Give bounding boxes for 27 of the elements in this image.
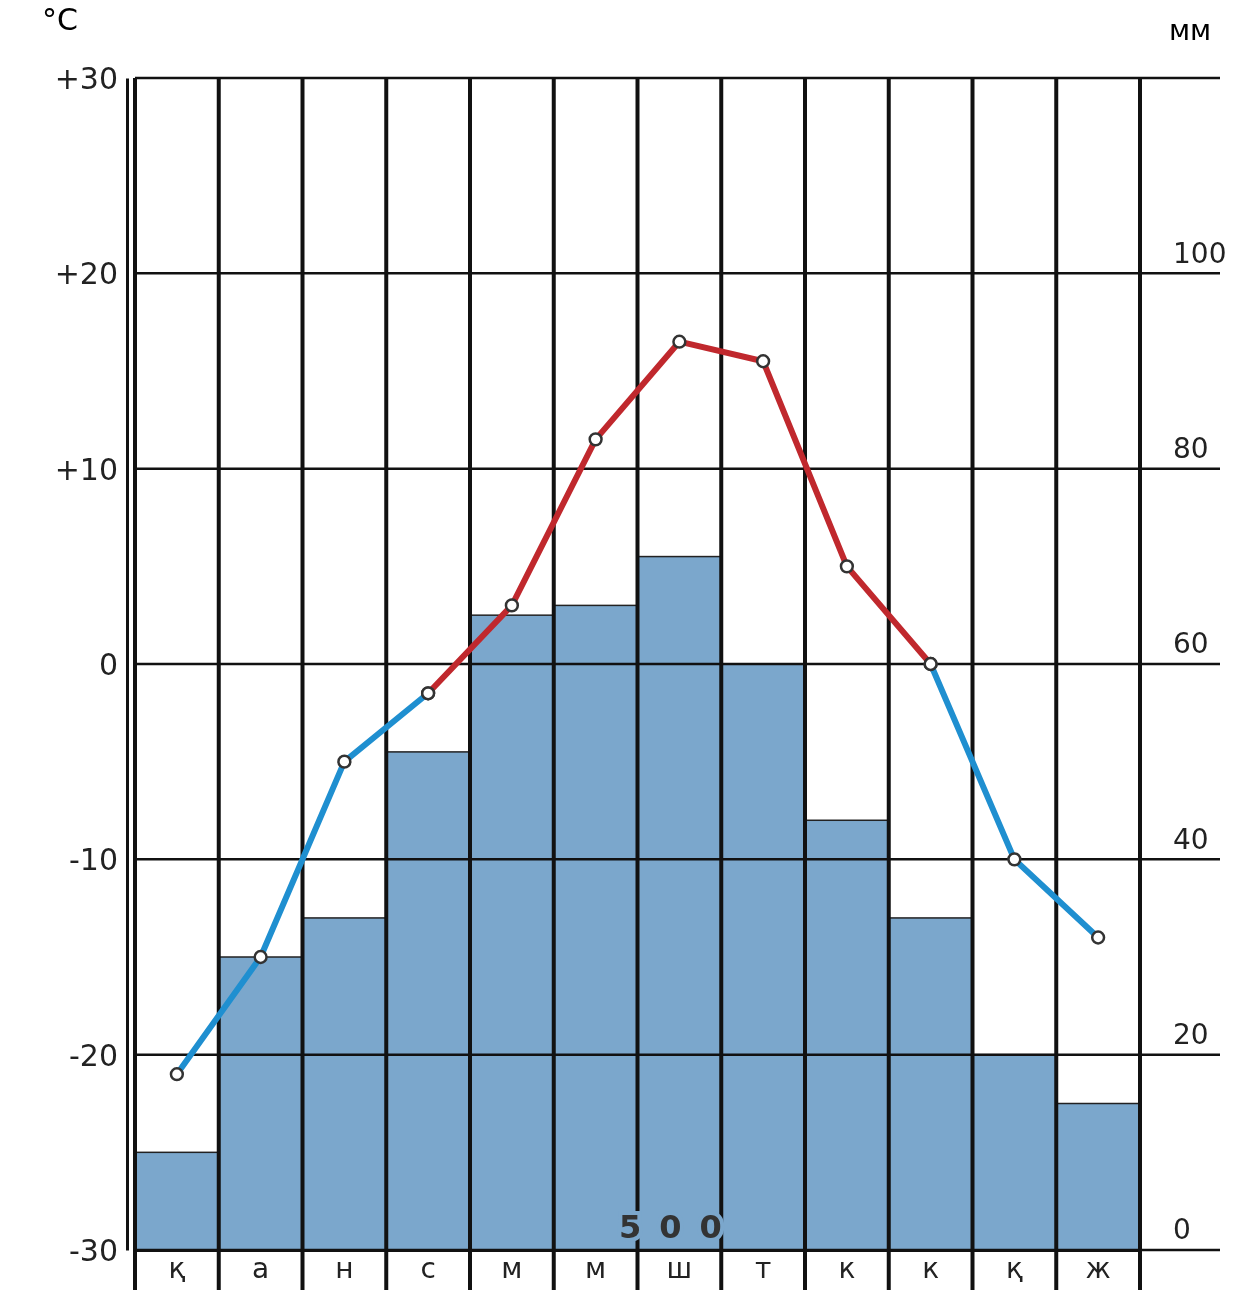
x-tick-label: м	[585, 1252, 607, 1286]
x-tick-label: н	[335, 1252, 354, 1286]
y-tick-label: -20	[69, 1037, 118, 1073]
y-axis-title: °C	[42, 2, 78, 37]
y2-tick-label: 0	[1173, 1213, 1191, 1247]
x-tick-label: қ	[168, 1252, 186, 1286]
x-tick-label: с	[420, 1252, 436, 1286]
x-tick-label: қ	[1005, 1252, 1023, 1286]
x-tick-label: к	[838, 1252, 856, 1286]
y2-tick-label: 20	[1173, 1017, 1209, 1051]
x-tick-label: к	[922, 1252, 940, 1286]
y2-tick-label: 60	[1173, 627, 1209, 661]
y-tick-label: +20	[54, 256, 118, 292]
x-tick-label: ж	[1085, 1252, 1111, 1286]
y2-tick-label: 100	[1173, 236, 1227, 270]
y-tick-label: +30	[54, 61, 118, 96]
y2-axis-title: мм	[1168, 14, 1212, 47]
y-tick-label: -30	[69, 1233, 118, 1268]
y2-tick-label: 80	[1173, 431, 1209, 465]
y-tick-label: 0	[98, 647, 118, 682]
y-tick-label: +10	[54, 451, 118, 487]
x-tick-label: м	[501, 1252, 523, 1286]
x-tick-label: ш	[666, 1252, 693, 1286]
y2-tick-label: 40	[1173, 822, 1209, 856]
x-tick-label: а	[252, 1252, 270, 1286]
y-tick-label: -10	[69, 842, 118, 878]
x-tick-label: т	[754, 1252, 772, 1286]
